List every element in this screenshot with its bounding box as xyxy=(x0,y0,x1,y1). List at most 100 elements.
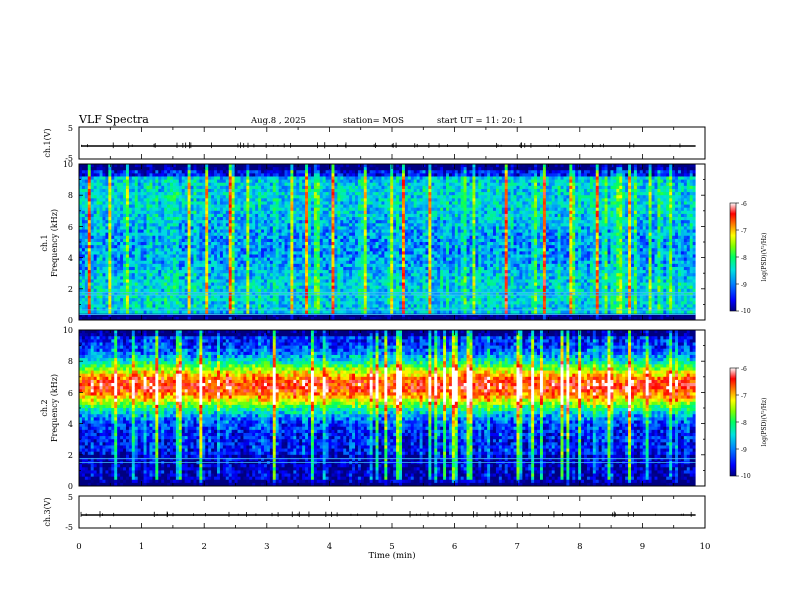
spectrogram-cell xyxy=(129,239,132,243)
spectrogram-cell xyxy=(299,279,302,283)
spectrogram-cell xyxy=(235,220,238,224)
spectrogram-cell xyxy=(223,176,226,180)
spectrogram-cell xyxy=(343,205,346,209)
spectrogram-cell xyxy=(85,270,88,274)
spectrogram-cell xyxy=(138,242,141,246)
spectrogram-cell xyxy=(120,164,123,168)
spectrogram-cell xyxy=(173,195,176,199)
spectrogram-cell xyxy=(285,242,288,246)
spectrogram-cell xyxy=(349,273,352,277)
spectrogram-cell xyxy=(290,183,293,187)
spectrogram-cell xyxy=(144,242,147,246)
spectrogram-cell xyxy=(111,258,114,262)
spectrogram-cell xyxy=(311,226,314,230)
spectrogram-cell xyxy=(249,264,252,268)
spectrogram-cell xyxy=(123,311,126,315)
spectrogram-cell xyxy=(282,211,285,215)
spectrogram-cell xyxy=(352,170,355,174)
spectrogram-cell xyxy=(158,220,161,224)
spectrogram-cell xyxy=(317,226,320,230)
spectrogram-cell xyxy=(238,261,241,265)
spectrogram-cell xyxy=(194,201,197,205)
spectrogram-cell xyxy=(320,214,323,218)
spectrogram-cell xyxy=(220,254,223,258)
spectrogram-cell xyxy=(123,186,126,190)
spectrogram-cell xyxy=(120,223,123,227)
spectrogram-cell xyxy=(296,223,299,227)
spectrogram-cell xyxy=(82,251,85,255)
spectrogram-cell xyxy=(293,217,296,221)
spectrogram-cell xyxy=(258,308,261,312)
spectrogram-cell xyxy=(199,236,202,240)
spectrogram-cell xyxy=(138,298,141,302)
spectrogram-cell xyxy=(132,201,135,205)
spectrogram-cell xyxy=(323,289,326,293)
spectrogram-cell xyxy=(135,186,138,190)
spectrogram-cell xyxy=(243,223,246,227)
spectrogram-cell xyxy=(155,308,158,312)
spectrogram-cell xyxy=(173,214,176,218)
spectrogram-cell xyxy=(97,248,100,252)
spectrogram-cell xyxy=(155,261,158,265)
spectrogram-cell xyxy=(205,279,208,283)
spectrogram-cell xyxy=(226,173,229,177)
spectrogram-cell xyxy=(226,189,229,193)
spectrogram-cell xyxy=(255,233,258,237)
spectrogram-cell xyxy=(158,180,161,184)
spectrogram-cell xyxy=(326,261,329,265)
spectrogram-cell xyxy=(173,192,176,196)
spectrogram-cell xyxy=(323,273,326,277)
spectrogram-cell xyxy=(161,211,164,215)
spectrogram-cell xyxy=(240,276,243,280)
spectrogram-cell xyxy=(211,276,214,280)
spectrogram-cell xyxy=(299,164,302,168)
spectrogram-cell xyxy=(252,254,255,258)
spectrogram-cell xyxy=(170,176,173,180)
spectrogram-cell xyxy=(170,189,173,193)
spectrogram-cell xyxy=(211,273,214,277)
spectrogram-cell xyxy=(261,304,264,308)
spectrogram-cell xyxy=(285,298,288,302)
spectrogram-cell xyxy=(144,261,147,265)
spectrogram-cell xyxy=(290,261,293,265)
spectrogram-cell xyxy=(94,180,97,184)
spectrogram-cell xyxy=(191,198,194,202)
spectrogram-cell xyxy=(149,298,152,302)
spectrogram-cell xyxy=(111,230,114,234)
spectrogram-cell xyxy=(155,248,158,252)
spectrogram-cell xyxy=(199,183,202,187)
spectrogram-cell xyxy=(164,233,167,237)
spectrogram-cell xyxy=(364,289,367,293)
spectrogram-cell xyxy=(117,220,120,224)
spectrogram-cell xyxy=(102,189,105,193)
spectrogram-cell xyxy=(120,301,123,305)
spectrogram-cell xyxy=(343,233,346,237)
spectrogram-cell xyxy=(129,245,132,249)
spectrogram-cell xyxy=(358,301,361,305)
spectrogram-cell xyxy=(290,170,293,174)
spectrogram-cell xyxy=(240,189,243,193)
spectrogram-cell xyxy=(161,298,164,302)
spectrogram-cell xyxy=(334,176,337,180)
spectrogram-cell xyxy=(320,173,323,177)
spectrogram-cell xyxy=(243,248,246,252)
spectrogram-cell xyxy=(334,258,337,262)
spectrogram-cell xyxy=(255,226,258,230)
spectrogram-cell xyxy=(276,211,279,215)
spectrogram-cell xyxy=(255,170,258,174)
spectrogram-cell xyxy=(273,208,276,212)
spectrogram-cell xyxy=(208,261,211,265)
spectrogram-cell xyxy=(202,189,205,193)
spectrogram-cell xyxy=(208,208,211,212)
spectrogram-cell xyxy=(120,176,123,180)
spectrogram-cell xyxy=(208,248,211,252)
spectrogram-cell xyxy=(329,248,332,252)
spectrogram-cell xyxy=(314,189,317,193)
spectrogram-cell xyxy=(314,289,317,293)
spectrogram-cell xyxy=(240,283,243,287)
spectrogram-cell xyxy=(290,311,293,315)
spectrogram-cell xyxy=(123,220,126,224)
spectrogram-cell xyxy=(176,251,179,255)
spectrogram-cell xyxy=(194,176,197,180)
spectrogram-cell xyxy=(349,201,352,205)
